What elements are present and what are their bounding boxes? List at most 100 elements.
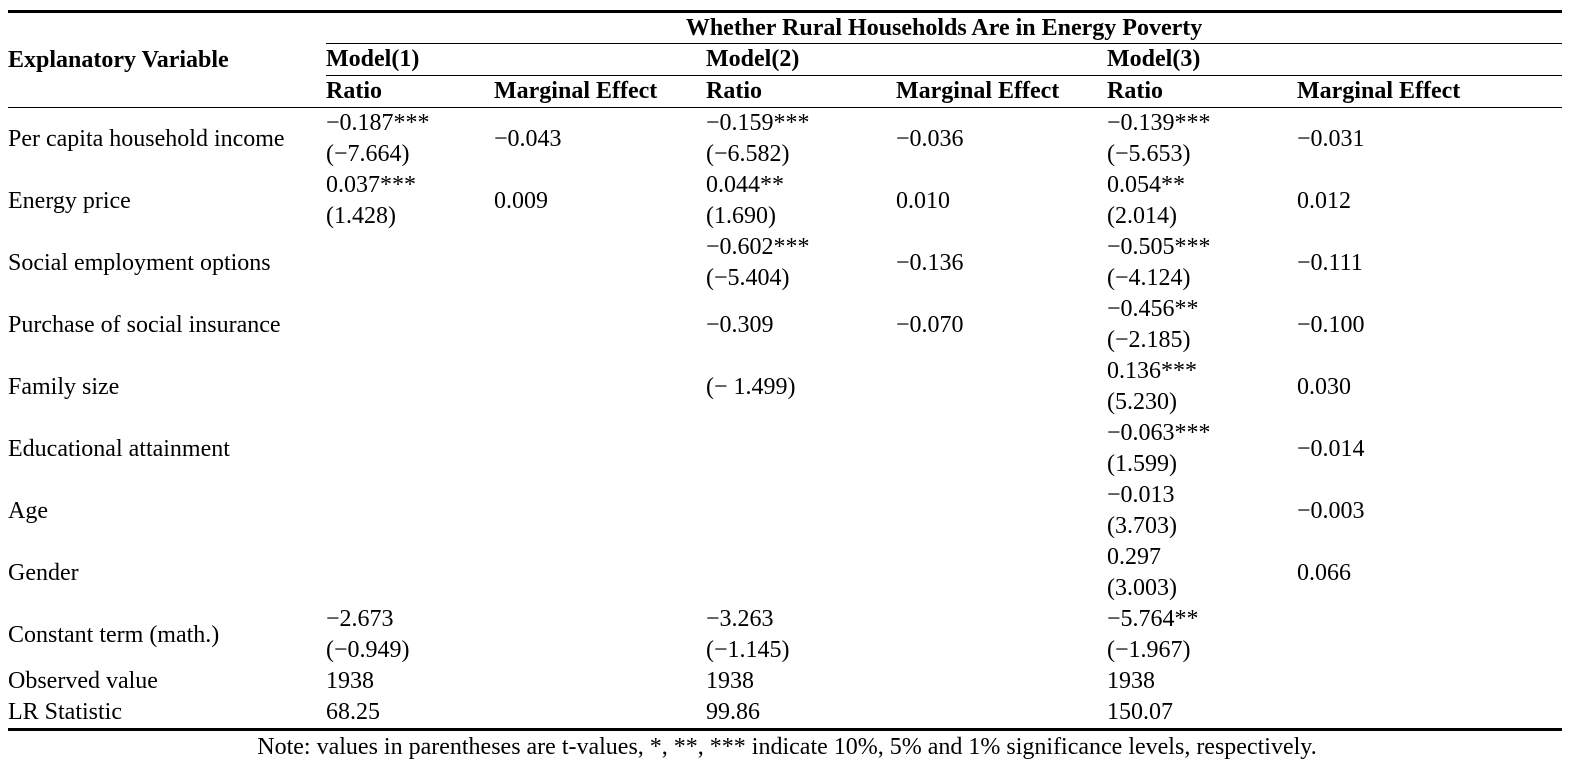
model-1-marginal-cell	[494, 356, 706, 418]
model-3-ratio-cell: 0.054** (2.014)	[1107, 170, 1297, 232]
cell-value: −5.764**	[1107, 606, 1199, 632]
model-3-marginal-cell: −0.111	[1297, 232, 1562, 294]
cell-t-value: (−2.185)	[1107, 327, 1191, 353]
cell-t-value: (3.703)	[1107, 513, 1177, 539]
cell-value: −0.111	[1297, 249, 1363, 276]
model-1-marginal-cell	[494, 418, 706, 480]
cell-value: 0.030	[1297, 373, 1351, 400]
cell-t-value: (−0.949)	[326, 637, 410, 663]
regression-table: Explanatory Variable Whether Rural House…	[8, 10, 1563, 731]
cell-t-value: (1.690)	[706, 203, 776, 229]
model-1-marginal-cell	[494, 294, 706, 356]
model-1-ratio-cell	[326, 294, 494, 356]
cell-t-value: (1.599)	[1107, 451, 1177, 477]
model-3-ratio-cell: 0.297 (3.003)	[1107, 542, 1297, 604]
model-3-marginal-cell: −0.003	[1297, 480, 1562, 542]
model-3-marginal-cell	[1297, 604, 1562, 666]
cell-value: −0.014	[1297, 435, 1365, 462]
cell-value: 68.25	[326, 699, 380, 725]
model-3-ratio-cell: 0.136*** (5.230)	[1107, 356, 1297, 418]
cell-t-value: (−1.145)	[706, 637, 790, 663]
model-3-ratio-cell: −0.063*** (1.599)	[1107, 418, 1297, 480]
model-1-marginal-cell: −0.043	[494, 108, 706, 171]
table-row: Per capita household income −0.187*** (−7.…	[8, 108, 1562, 171]
table-row: Observed value 1938 1938 1938	[8, 666, 1562, 697]
model-1-ratio-cell	[326, 356, 494, 418]
model-3-marginal-cell: 0.030	[1297, 356, 1562, 418]
variable-name: Energy price	[8, 187, 131, 214]
cell-value: −0.505***	[1107, 234, 1211, 260]
model-2-marginal-cell	[896, 604, 1107, 666]
model-3-marginal-cell: −0.100	[1297, 294, 1562, 356]
cell-value: 1938	[326, 668, 374, 694]
variable-name: Gender	[8, 559, 79, 586]
variable-name: Social employment options	[8, 249, 271, 276]
cell-value: 0.009	[494, 187, 548, 214]
variable-name: Per capita household income	[8, 125, 285, 152]
model-1-ratio-cell: 0.037*** (1.428)	[326, 170, 494, 232]
variable-name: Family size	[8, 373, 120, 400]
table-title: Whether Rural Households Are in Energy P…	[326, 11, 1563, 44]
variable-name: Educational attainment	[8, 435, 230, 462]
model-1-header: Model(1)	[326, 43, 706, 76]
cell-value: −2.673	[326, 606, 394, 632]
model-3-ratio-header: Ratio	[1107, 75, 1297, 108]
model-1-marginal-cell	[494, 480, 706, 542]
table-row: Age −0.013 (3.703) −0.003	[8, 480, 1562, 542]
model-2-ratio-header: Ratio	[706, 75, 896, 108]
model-1-ratio-cell	[326, 418, 494, 480]
variable-name: Purchase of social insurance	[8, 311, 281, 338]
variable-name: LR Statistic	[8, 697, 326, 731]
model-1-ratio-cell	[326, 542, 494, 604]
model-header-row: Model(1) Model(2) Model(3)	[8, 43, 1563, 76]
cell-t-value: (1.428)	[326, 203, 396, 229]
cell-value: 0.010	[896, 187, 950, 214]
cell-value: −0.043	[494, 125, 562, 152]
model-2-marginal-cell: −0.136	[896, 232, 1107, 294]
model-3-marginal-cell	[1297, 697, 1563, 731]
model-2-marginal-cell	[896, 356, 1107, 418]
model-3-ratio-cell: −0.139*** (−5.653)	[1107, 108, 1297, 171]
model-1-marginal-cell	[494, 666, 706, 697]
cell-value: −0.031	[1297, 125, 1365, 152]
cell-value: 99.86	[706, 699, 760, 725]
model-2-ratio-cell: 1938	[706, 666, 896, 697]
table-row: Constant term (math.) −2.673 (−0.949) −3.26…	[8, 604, 1562, 666]
title-row: Explanatory Variable Whether Rural House…	[8, 11, 1563, 108]
cell-value: −0.063***	[1107, 420, 1211, 446]
model-1-marginal-cell	[494, 542, 706, 604]
cell-value: 0.012	[1297, 187, 1351, 214]
model-2-marginal-cell	[896, 697, 1107, 731]
cell-t-value: (−5.653)	[1107, 141, 1191, 167]
cell-t-value: (2.014)	[1107, 203, 1177, 229]
cell-t-value: (−6.582)	[706, 141, 790, 167]
cell-value: −0.456**	[1107, 296, 1199, 322]
cell-t-value: (−5.404)	[706, 265, 790, 291]
model-3-ratio-cell: 1938	[1107, 666, 1297, 697]
cell-value: 1938	[1107, 668, 1155, 694]
cell-value: −3.263	[706, 606, 774, 632]
model-1-ratio-cell: 1938	[326, 666, 494, 697]
model-2-ratio-cell: −0.602*** (−5.404)	[706, 232, 896, 294]
model-1-ratio-cell: −2.673 (−0.949)	[326, 604, 494, 666]
model-2-marginal-cell	[896, 418, 1107, 480]
model-2-ratio-cell: (− 1.499)	[706, 356, 896, 418]
model-1-ratio-cell	[326, 232, 494, 294]
cell-value: 0.066	[1297, 559, 1351, 586]
variable-name: Constant term (math.)	[8, 621, 220, 648]
model-3-header: Model(3)	[1107, 43, 1563, 76]
cell-value: 0.136***	[1107, 358, 1197, 384]
table-row: Family size (− 1.499) 0.136*** (5.230) 0.030	[8, 356, 1562, 418]
model-2-marginal-cell	[896, 666, 1107, 697]
model-2-ratio-cell: −0.309	[706, 294, 896, 356]
model-1-marginal-cell: 0.009	[494, 170, 706, 232]
model-2-marginal-cell: −0.070	[896, 294, 1107, 356]
cell-value: −0.036	[896, 125, 964, 152]
table-body: Per capita household income −0.187*** (−7.…	[8, 108, 1563, 731]
model-3-marginal-header: Marginal Effect	[1297, 75, 1563, 108]
model-3-ratio-cell: −5.764** (−1.967)	[1107, 604, 1297, 666]
cell-value: −0.100	[1297, 311, 1365, 338]
cell-value: 1938	[706, 668, 754, 694]
table-note: Note: values in parentheses are t-values…	[257, 734, 1317, 760]
cell-value: 0.044**	[706, 172, 784, 198]
